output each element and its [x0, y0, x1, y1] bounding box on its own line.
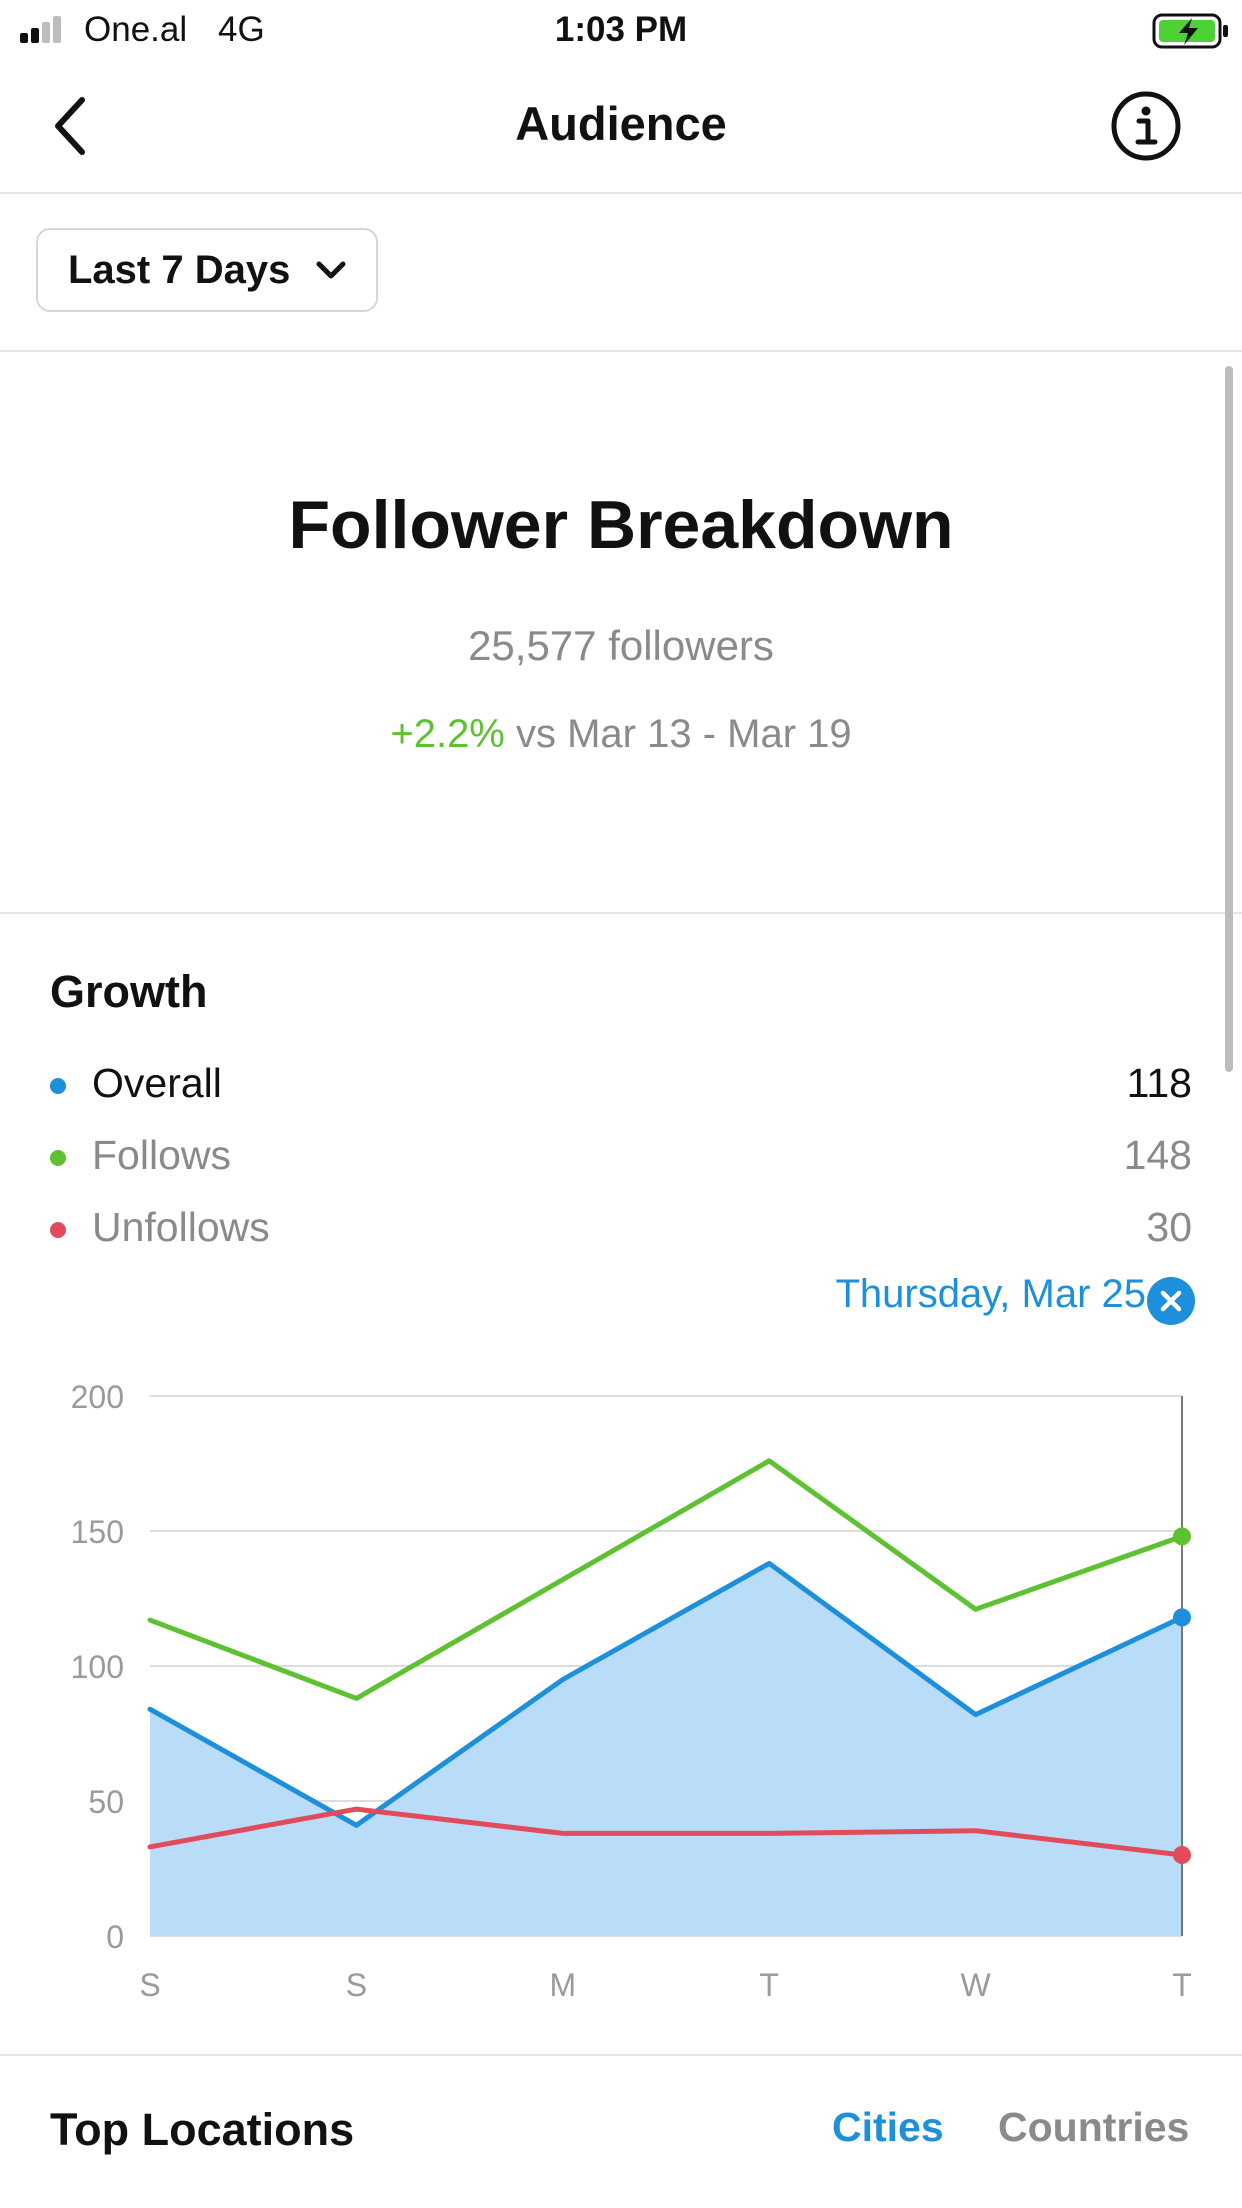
network-type: 4G	[218, 10, 265, 49]
nav-bar: Audience	[0, 66, 1242, 194]
series-line-unfollows	[147, 1806, 1185, 1858]
legend-overall: Overall 118	[50, 1054, 1192, 1114]
growth-title: Growth	[50, 966, 208, 1017]
selected-date: Thursday, Mar 25	[835, 1272, 1147, 1316]
scrollbar[interactable]	[1225, 366, 1233, 1072]
x-tick-label: S	[346, 1967, 367, 2003]
top-locations-title: Top Locations	[50, 2104, 355, 2155]
legend-value-unfollows: 30	[1146, 1204, 1192, 1250]
legend-follows: Follows 148	[50, 1126, 1192, 1186]
section-title: Follower Breakdown	[288, 487, 954, 563]
legend-dot-follows	[50, 1150, 66, 1166]
y-tick-label: 200	[71, 1379, 124, 1415]
date-range-dropdown[interactable]: Last 7 Days	[36, 228, 378, 312]
info-circle-icon[interactable]	[1108, 88, 1184, 164]
battery-charging-icon	[1152, 13, 1228, 49]
followers-count: 25,577 followers	[468, 622, 774, 669]
legend-unfollows: Unfollows 30	[50, 1198, 1192, 1258]
x-tick-label: T	[759, 1967, 779, 2003]
point-overall	[1173, 1608, 1191, 1627]
signal-icon	[20, 16, 61, 43]
tab-cities[interactable]: Cities	[832, 2104, 944, 2150]
growth-chart[interactable]: 0 50 100 150 200 S S M T W T	[0, 1370, 1242, 2010]
series-line-follows	[147, 1458, 1185, 1701]
legend-label-unfollows: Unfollows	[92, 1204, 270, 1250]
overall-area	[150, 1563, 1182, 1936]
x-tick-label: S	[139, 1967, 160, 2003]
y-tick-label: 0	[106, 1919, 124, 1955]
x-tick-label: W	[960, 1967, 991, 2003]
chevron-down-icon	[316, 261, 346, 279]
legend-value-follows: 148	[1123, 1132, 1192, 1178]
point-follows	[1173, 1527, 1191, 1546]
status-bar: One.al 4G 1:03 PM	[0, 0, 1242, 66]
x-tick-label: M	[549, 1967, 576, 2003]
comparison-range: vs Mar 13 - Mar 19	[516, 712, 852, 756]
date-range-label: Last 7 Days	[68, 248, 291, 292]
growth-percent: +2.2%	[390, 712, 505, 756]
series-line-overall	[147, 1560, 1185, 1828]
chevron-left-icon[interactable]	[44, 88, 104, 164]
close-icon[interactable]	[1147, 1277, 1195, 1325]
y-tick-label: 100	[71, 1649, 124, 1685]
point-unfollows	[1173, 1846, 1191, 1864]
page-title: Audience	[515, 97, 727, 150]
y-tick-label: 50	[88, 1784, 124, 1820]
status-time: 1:03 PM	[554, 10, 688, 49]
carrier-name: One.al	[84, 10, 188, 49]
legend-value-overall: 118	[1126, 1060, 1192, 1106]
x-tick-label: T	[1172, 1967, 1192, 2003]
legend-dot-overall	[50, 1078, 66, 1094]
section-divider	[0, 2054, 1242, 2056]
legend-label-follows: Follows	[92, 1132, 231, 1178]
legend-label-overall: Overall	[92, 1060, 222, 1106]
legend-dot-unfollows	[50, 1222, 66, 1238]
growth-comparison: +2.2% vs Mar 13 - Mar 19	[0, 712, 1242, 757]
filter-bar: Last 7 Days	[0, 194, 1242, 352]
y-tick-label: 150	[71, 1514, 124, 1550]
tab-countries[interactable]: Countries	[998, 2104, 1190, 2150]
follower-breakdown-section: Follower Breakdown 25,577 followers +2.2…	[0, 352, 1242, 914]
